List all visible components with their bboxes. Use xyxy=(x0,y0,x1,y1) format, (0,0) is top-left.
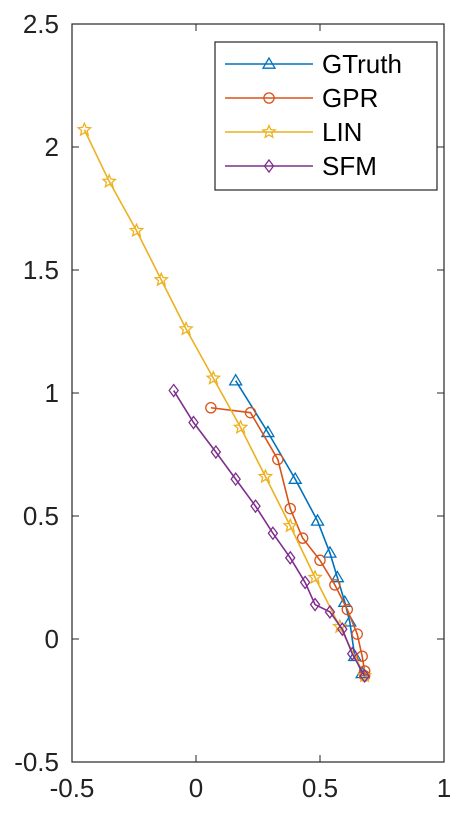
data-point-gtruth xyxy=(322,545,338,558)
series-line-gpr xyxy=(210,406,366,676)
y-tick-label: 0.5 xyxy=(23,501,59,531)
data-point-lin xyxy=(257,468,274,484)
data-point-lin xyxy=(178,320,194,336)
data-point-lin xyxy=(101,173,117,189)
data-point-gpr xyxy=(205,402,217,414)
legend-marker-sfm xyxy=(263,158,275,174)
y-tick-label: -0.5 xyxy=(14,747,59,777)
data-point-sfm xyxy=(299,575,311,590)
y-tick-label: 2 xyxy=(45,132,59,162)
data-point-lin xyxy=(232,419,249,435)
legend-item-lin: LIN xyxy=(225,117,362,147)
data-point-gtruth xyxy=(288,471,303,484)
data-point-sfm xyxy=(230,472,241,487)
data-point-gpr xyxy=(296,532,309,544)
legend-label-gtruth: GTruth xyxy=(322,49,402,79)
data-point-sfm xyxy=(324,604,336,620)
data-point-sfm xyxy=(359,668,370,683)
y-tick-label: 0 xyxy=(45,624,59,654)
data-point-sfm xyxy=(168,383,179,398)
data-point-sfm xyxy=(346,646,358,661)
data-point-sfm xyxy=(250,499,261,514)
legend-label-lin: LIN xyxy=(322,117,362,147)
data-point-gpr xyxy=(314,554,326,567)
data-point-gtruth xyxy=(342,614,357,627)
series-sfm xyxy=(168,383,370,683)
legend-item-sfm: SFM xyxy=(225,151,377,181)
data-point-gpr xyxy=(284,502,296,515)
legend-item-gtruth: GTruth xyxy=(225,49,402,79)
y-tick-label: 1.5 xyxy=(23,255,59,285)
data-point-gpr xyxy=(329,579,341,591)
data-point-sfm xyxy=(267,526,279,541)
data-point-lin xyxy=(332,618,348,634)
tick-layer: -0.5 0 0.5 1 -0.5 0 0.5 1 1.5 2 2.5 xyxy=(14,9,451,803)
data-point-gpr xyxy=(358,665,371,677)
legend: GTruth GPR LIN SFM xyxy=(214,41,438,191)
legend-marker-lin xyxy=(261,123,277,139)
series-line-lin xyxy=(83,129,366,677)
legend-marker-gpr xyxy=(263,92,275,104)
legend-marker-gtruth xyxy=(261,56,277,69)
legend-label-gpr: GPR xyxy=(322,83,378,113)
data-point-gpr xyxy=(356,650,368,662)
data-point-gtruth xyxy=(260,425,276,438)
series-layer xyxy=(76,121,373,683)
data-point-lin xyxy=(205,370,222,385)
x-tick-label: 1 xyxy=(437,773,451,803)
x-tick-label: 0.5 xyxy=(302,773,338,803)
data-point-gpr xyxy=(272,453,284,466)
data-point-lin xyxy=(153,271,170,287)
data-point-gtruth xyxy=(310,513,325,526)
data-point-gpr xyxy=(351,628,363,640)
y-tick-label: 1 xyxy=(45,378,59,408)
data-point-lin xyxy=(128,222,145,238)
x-tick-label: -0.5 xyxy=(50,773,95,803)
data-point-sfm xyxy=(309,597,321,612)
data-point-gtruth xyxy=(228,373,243,386)
legend-item-gpr: GPR xyxy=(225,83,378,113)
data-point-gtruth xyxy=(330,570,345,583)
data-point-sfm xyxy=(188,415,199,430)
legend-label-sfm: SFM xyxy=(322,151,377,181)
x-tick-label: 0 xyxy=(189,773,203,803)
data-point-gpr xyxy=(244,406,257,419)
data-point-lin xyxy=(282,517,299,533)
data-point-gpr xyxy=(341,603,354,616)
data-point-sfm xyxy=(210,444,222,460)
data-point-lin xyxy=(76,121,93,137)
data-point-lin xyxy=(356,667,373,683)
y-tick-label: 2.5 xyxy=(23,9,59,39)
data-point-sfm xyxy=(284,550,296,565)
data-point-lin xyxy=(307,569,323,585)
data-point-sfm xyxy=(337,622,348,637)
series-lin xyxy=(76,121,373,683)
series-line-sfm xyxy=(173,390,366,677)
